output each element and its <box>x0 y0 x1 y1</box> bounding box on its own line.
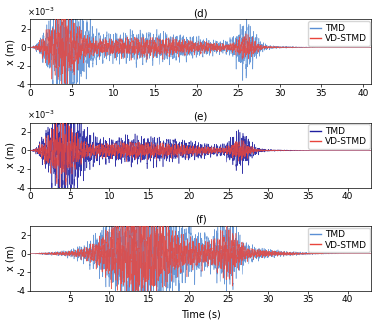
Y-axis label: x (m): x (m) <box>6 142 15 168</box>
Y-axis label: x (m): x (m) <box>6 245 15 271</box>
Y-axis label: x (m): x (m) <box>6 39 15 65</box>
Legend: TMD, VD-STMD: TMD, VD-STMD <box>308 21 369 46</box>
Text: (e): (e) <box>193 111 208 121</box>
Text: (f): (f) <box>195 214 207 225</box>
Text: (d): (d) <box>193 8 208 18</box>
Legend: TMD, VD-STMD: TMD, VD-STMD <box>308 227 369 252</box>
Legend: TMD, VD-STMD: TMD, VD-STMD <box>308 124 369 149</box>
Text: $\times10^{-3}$: $\times10^{-3}$ <box>26 109 55 121</box>
X-axis label: Time (s): Time (s) <box>181 309 221 319</box>
Text: $\times10^{-3}$: $\times10^{-3}$ <box>26 6 55 18</box>
